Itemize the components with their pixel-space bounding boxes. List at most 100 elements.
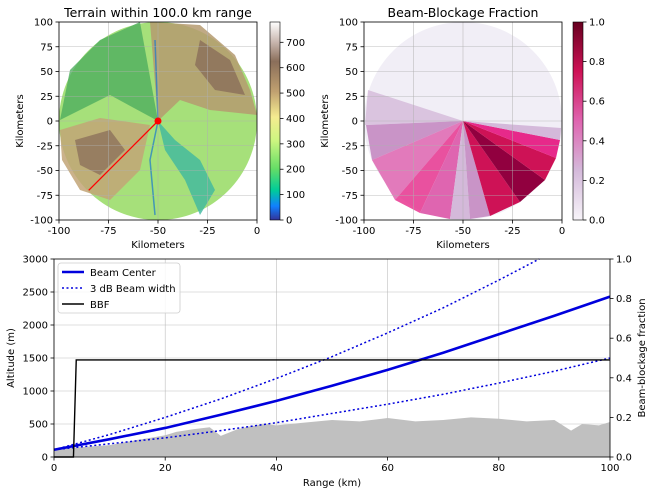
colorbar-tick-label: 0 <box>286 216 292 227</box>
profile-ytick-label: 500 <box>29 420 48 431</box>
colorbar-tick-label: 300 <box>286 139 305 150</box>
profile-ytick-label: 1000 <box>23 387 48 398</box>
colorbar-tick-label: 0.6 <box>589 97 605 108</box>
terrain-peak-sw <box>75 130 125 175</box>
profile-y2tick-label: 0.6 <box>616 334 632 345</box>
profile-y2label: Beam-blockage fraction <box>637 298 648 417</box>
bbf-xtick-label: -25 <box>504 226 520 237</box>
profile-ytick-label: 2500 <box>23 288 48 299</box>
bbf-sector-w <box>365 90 463 125</box>
bbf-ytick-label: 50 <box>345 67 358 78</box>
beam-direction-line <box>88 120 159 191</box>
beam-width-lower-line <box>53 357 611 451</box>
profile-ticks: 0 20 40 60 80 1000500100015002000250030000.00… <box>23 255 632 475</box>
profile-panel: 0 20 40 60 80 1000500100015002000250030000.00… <box>6 255 648 490</box>
profile-ylabel: Altitude (m) <box>6 328 17 388</box>
radar-location-marker <box>154 117 162 125</box>
terrain-xtick-label: 0 <box>254 226 260 237</box>
colorbar-tick-label: 1.0 <box>589 18 605 29</box>
bbf-ytick-label: -25 <box>342 141 358 152</box>
profile-y2tick-label: 0.2 <box>616 413 632 424</box>
bbf-ytick-label: 100 <box>339 18 358 29</box>
bbf-panel: Beam-Blockage Fraction -100 -75 -50 -25 0 100… <box>320 5 605 251</box>
terrain-ytick-label: -75 <box>37 191 53 202</box>
colorbar-tick-label: 200 <box>286 165 305 176</box>
terrain-ytick-label: 100 <box>34 18 53 29</box>
bbf-ytick-label: 75 <box>345 42 358 53</box>
profile-ytick-label: 1500 <box>23 354 48 365</box>
terrain-xtick-label: -75 <box>100 226 116 237</box>
bbf-ytick-label: 25 <box>345 92 358 103</box>
profile-xtick-label: 80 <box>492 463 505 474</box>
profile-y2tick-label: 0.8 <box>616 294 632 305</box>
terrain-xtick-label: -100 <box>48 226 71 237</box>
terrain-xtick-label: -50 <box>150 226 166 237</box>
terrain-river <box>149 39 159 216</box>
colorbar-tick-label: 700 <box>286 38 305 49</box>
bbf-ytick-label: -50 <box>342 166 358 177</box>
terrain-ylabel: Kilometers <box>15 94 26 148</box>
bbf-sector-e3 <box>463 121 561 140</box>
terrain-ytick-label: 25 <box>40 92 53 103</box>
bbf-sector-e <box>463 121 556 180</box>
colorbar-tick-label: 0.8 <box>589 57 605 68</box>
bbf-sector-e2 <box>463 121 560 158</box>
bbf-sector-sw <box>372 121 463 200</box>
terrain-profile-fill <box>54 417 610 457</box>
bbf-xtick-label: -75 <box>405 226 421 237</box>
terrain-ytick-label: 0 <box>47 117 53 128</box>
colorbar-tick-label: 600 <box>286 63 305 74</box>
colorbar-tick-label: 400 <box>286 114 305 125</box>
terrain-ytick-label: -25 <box>37 141 53 152</box>
colorbar-tick-label: 0.4 <box>589 136 605 147</box>
bbf-colorbar-ticks: 1.0 0.8 0.6 0.4 0.2 0.0 <box>583 18 605 227</box>
terrain-ytick-label: 75 <box>40 42 53 53</box>
colorbar-tick-label: 0.2 <box>589 176 605 187</box>
profile-y2tick-label: 0.0 <box>616 453 632 464</box>
profile-xtick-label: 40 <box>270 463 283 474</box>
terrain-ticks: -100 -75 -50 -25 0 100 75 50 25 0 -25 -50 -75 -100 <box>30 18 260 238</box>
bbf-ylabel: Kilometers <box>320 94 331 148</box>
profile-y2tick-label: 1.0 <box>616 255 632 266</box>
bbf-ticks: -100 -75 -50 -25 0 100 75 50 25 0 -25 -50 -75 -100 <box>335 18 565 238</box>
terrain-ytick-label: 50 <box>40 67 53 78</box>
bbf-colorbar <box>572 21 584 221</box>
bbf-xlabel: Kilometers <box>436 240 490 251</box>
terrain-ytick-label: -50 <box>37 166 53 177</box>
bbf-xtick-label: 0 <box>559 226 565 237</box>
profile-y2tick-label: 0.4 <box>616 373 632 384</box>
terrain-xtick-label: -25 <box>199 226 215 237</box>
terrain-ytick-label: -100 <box>30 216 53 227</box>
beam-center-line <box>53 295 611 452</box>
legend-label-beam-center: Beam Center <box>90 268 157 279</box>
terrain-colorbar <box>269 21 281 221</box>
colorbar-tick-label: 0.0 <box>589 216 605 227</box>
profile-xtick-label: 100 <box>600 463 619 474</box>
profile-legend: Beam Center 3 dB Beam width BBF <box>57 262 181 314</box>
terrain-panel: Terrain within 100.0 km range -100 -75 -50… <box>15 5 305 251</box>
beam-width-upper-line <box>53 258 540 451</box>
legend-label-beam-width: 3 dB Beam width <box>90 284 176 295</box>
profile-ytick-label: 3000 <box>23 255 48 266</box>
bbf-title: Beam-Blockage Fraction <box>388 5 539 20</box>
colorbar-tick-label: 100 <box>286 190 305 201</box>
profile-xtick-label: 60 <box>381 463 394 474</box>
profile-xtick-label: 20 <box>159 463 172 474</box>
profile-ytick-label: 2000 <box>23 321 48 332</box>
bbf-ytick-label: -100 <box>335 216 358 227</box>
bbf-xtick-label: -50 <box>455 226 471 237</box>
bbf-ytick-label: 0 <box>352 117 358 128</box>
bbf-sector-ssw <box>395 121 463 213</box>
bbf-xtick-label: -100 <box>353 226 376 237</box>
terrain-xlabel: Kilometers <box>131 240 185 251</box>
bbf-sector-se <box>463 121 520 216</box>
legend-box <box>57 262 181 314</box>
bbf-ytick-label: -75 <box>342 191 358 202</box>
profile-ytick-label: 0 <box>42 453 48 464</box>
profile-xtick-label: 0 <box>51 463 57 474</box>
bbf-sector-ese <box>463 121 545 202</box>
profile-xlabel: Range (km) <box>303 478 361 489</box>
bbf-sector-s2 <box>450 121 470 219</box>
terrain-valley-se <box>158 121 215 215</box>
